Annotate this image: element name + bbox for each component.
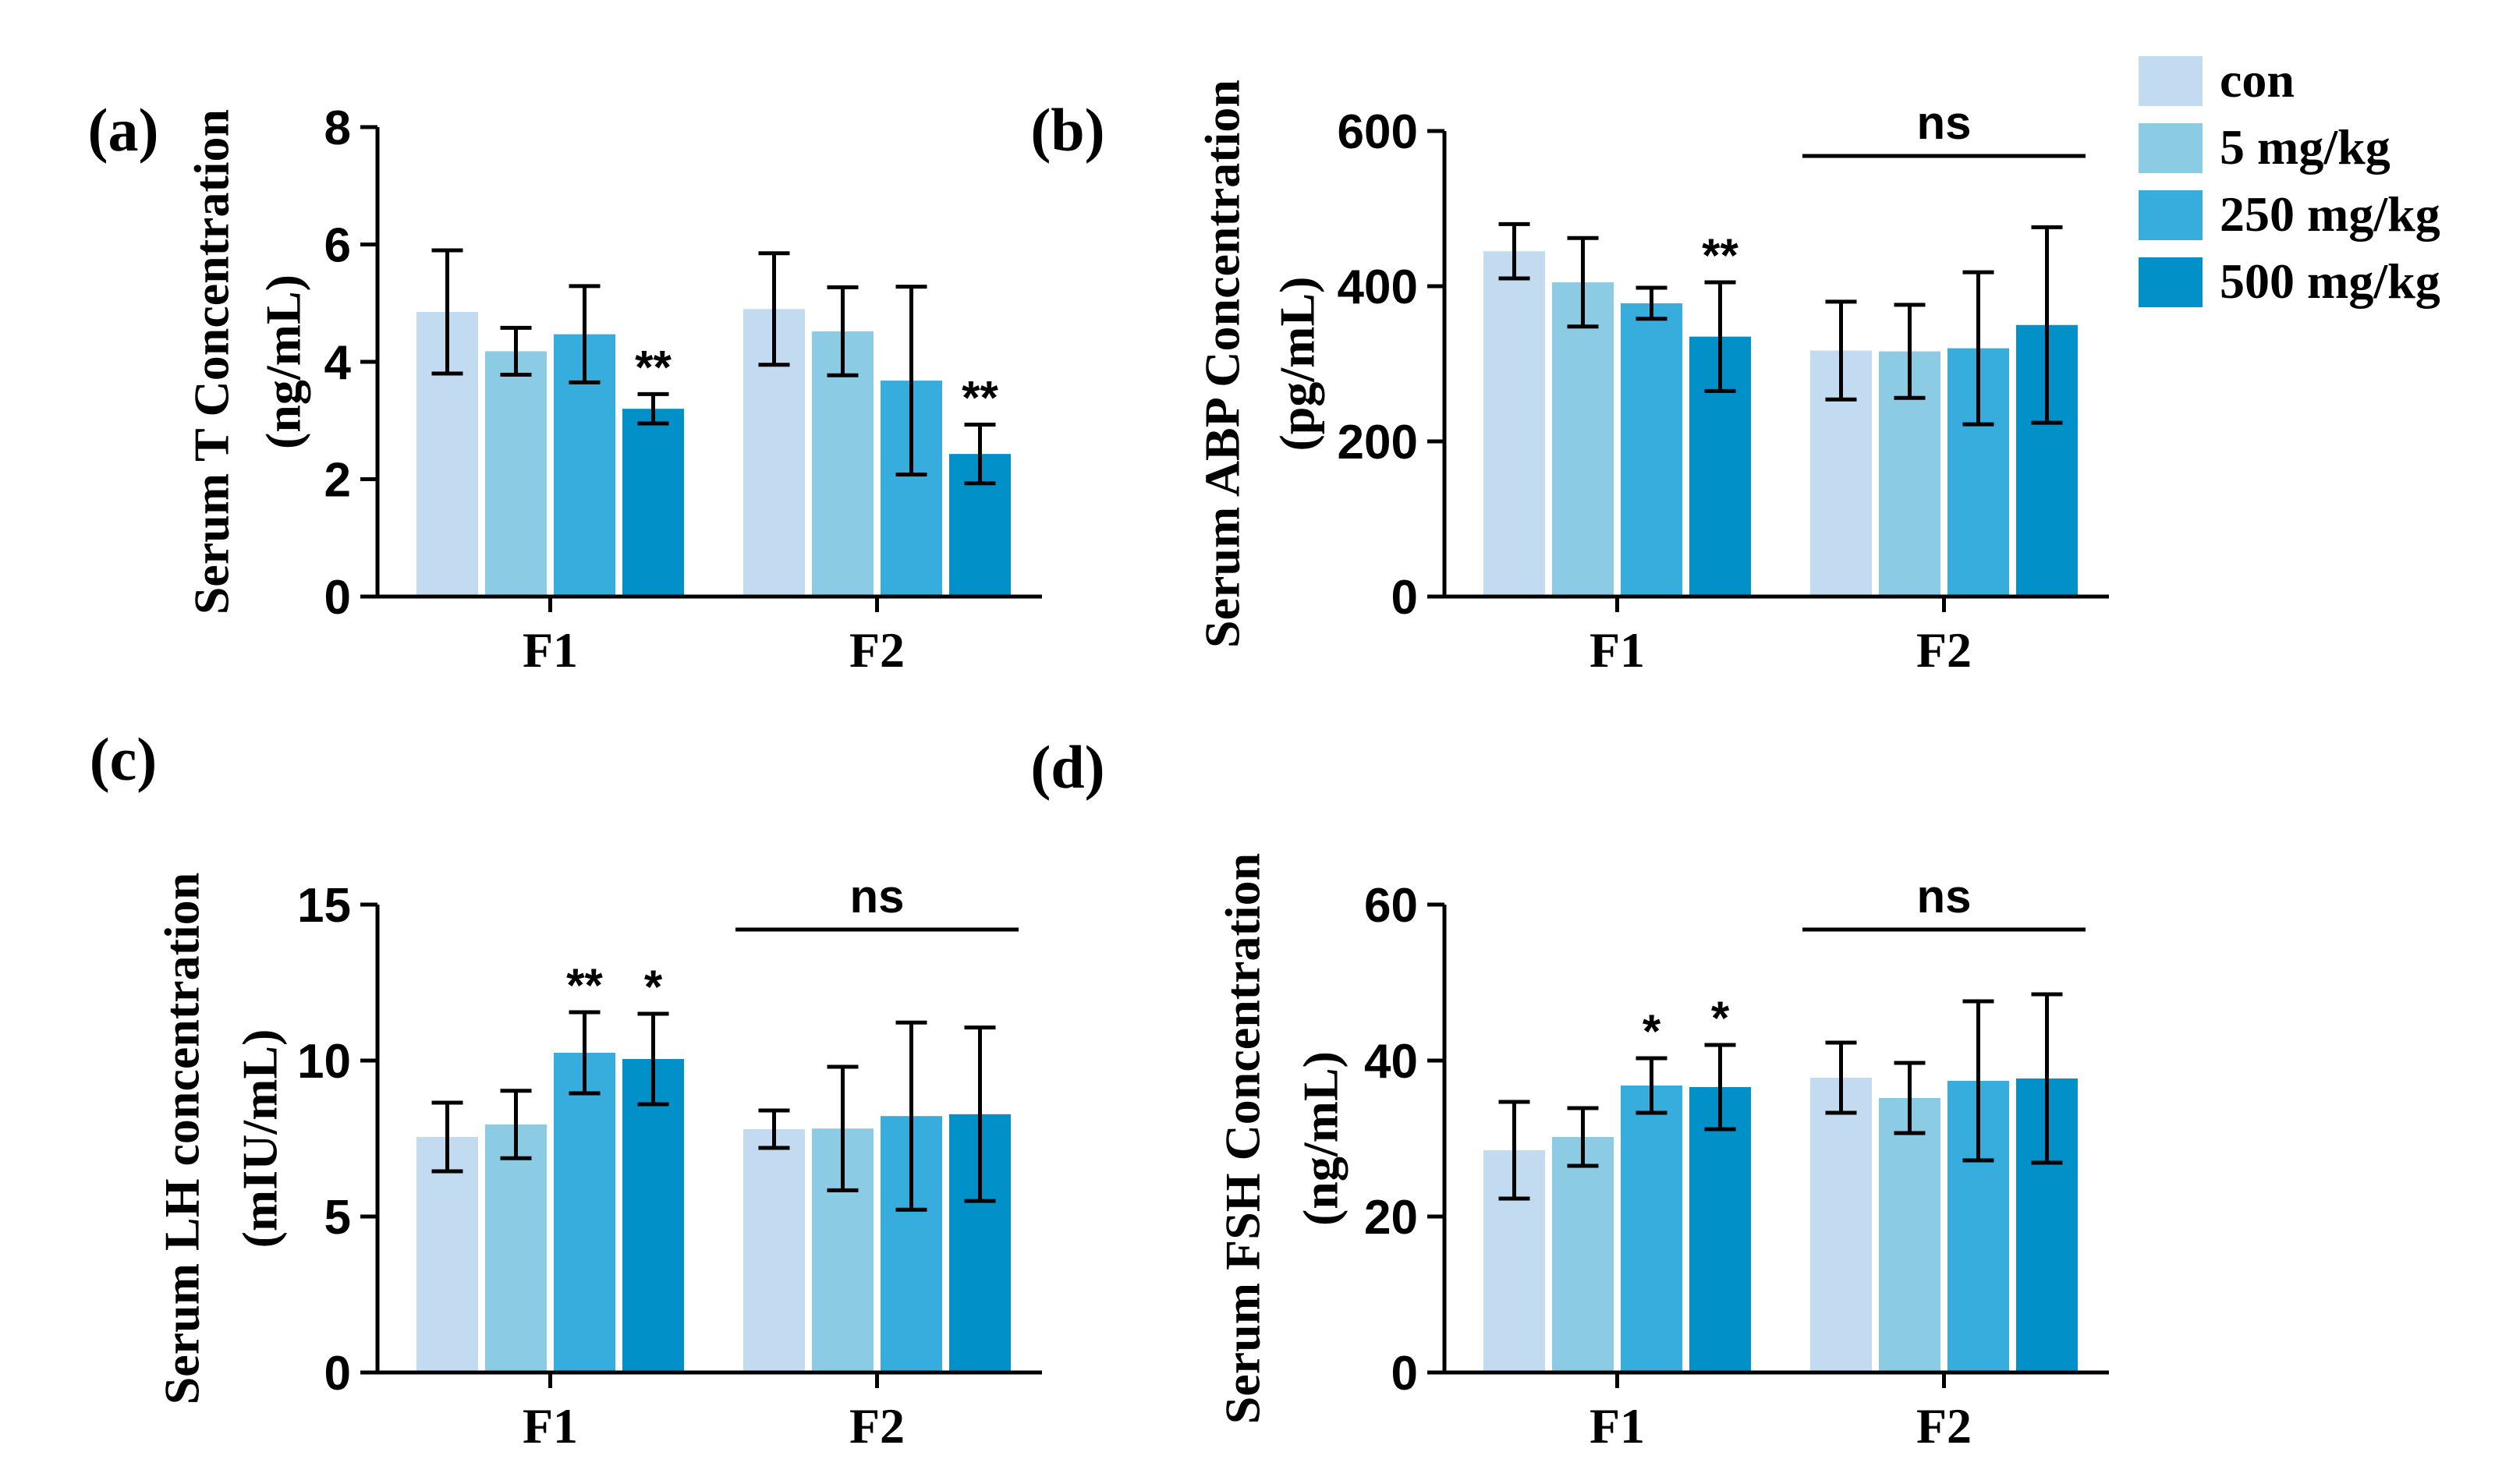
bar: [1483, 251, 1545, 597]
bar: [416, 1137, 478, 1372]
y-axis-unit-label: (pg/mL): [1270, 277, 1325, 452]
panel-label: (d): [1030, 733, 1104, 801]
y-axis-unit-label: (ng/mL): [256, 274, 311, 449]
bar: [485, 351, 547, 597]
ns-label: ns: [1916, 870, 1971, 923]
significance-mark: *: [644, 961, 663, 1013]
y-tick-label: 0: [1391, 571, 1418, 625]
panel-label: (b): [1030, 96, 1104, 164]
bar: [1621, 303, 1682, 597]
chart-panel-1: (a) Serum T Concentration (ng/mL) F1 F2 ** ** 0…: [88, 96, 1042, 678]
legend-label: 250 mg/kg: [2220, 186, 2440, 242]
significance-mark: **: [962, 372, 998, 424]
x-tick-label: F2: [1916, 622, 1972, 678]
y-tick-label: 2: [324, 454, 351, 508]
y-tick-label: 0: [1391, 1347, 1418, 1401]
y-tick-label: 0: [324, 571, 351, 625]
x-tick-label: F1: [1589, 1398, 1645, 1454]
y-tick-label: 15: [297, 879, 351, 933]
legend-swatch: [2139, 190, 2203, 240]
y-tick-label: 200: [1338, 416, 1418, 469]
y-tick-label: 600: [1338, 105, 1418, 159]
y-axis-unit-label: (mIU/mL): [232, 1029, 288, 1248]
panel-label: (a): [88, 96, 159, 164]
y-tick-label: 20: [1364, 1191, 1418, 1245]
y-tick-label: 4: [324, 336, 352, 390]
significance-mark: *: [1711, 992, 1730, 1044]
legend-label: 5 mg/kg: [2220, 119, 2390, 175]
y-axis-label: Serum FSH Concentration: [1215, 853, 1271, 1424]
legend-label: con: [2220, 52, 2295, 108]
y-tick-label: 10: [297, 1035, 351, 1089]
x-tick-label: F2: [1916, 1398, 1972, 1454]
y-tick-label: 6: [324, 219, 351, 273]
legend-swatch: [2139, 56, 2203, 106]
significance-mark: **: [635, 341, 672, 393]
bar: [1552, 282, 1614, 597]
x-tick-label: F2: [849, 622, 905, 678]
bar: [1552, 1137, 1614, 1372]
legend-swatch: [2139, 257, 2203, 307]
bar: [622, 1059, 684, 1372]
y-tick-label: 0: [324, 1347, 351, 1401]
y-tick-label: 40: [1364, 1035, 1418, 1089]
ns-label: ns: [849, 870, 904, 923]
y-axis-label: Serum LH concentration: [154, 873, 210, 1405]
legend: con 5 mg/kg 250 mg/kg 500 mg/kg: [2139, 52, 2440, 309]
x-tick-label: F2: [849, 1398, 905, 1454]
significance-mark: *: [1643, 1005, 1661, 1057]
y-tick-label: 8: [324, 101, 351, 155]
x-tick-label: F1: [1589, 622, 1645, 678]
y-tick-label: 5: [324, 1191, 351, 1245]
x-tick-label: F1: [523, 1398, 578, 1454]
bar: [1810, 1078, 1872, 1372]
chart-panels: (a) Serum T Concentration (ng/mL)F1 F2****0…: [88, 80, 2109, 1454]
bar: [554, 1053, 615, 1372]
chart-panel-2: (b) Serum ABP Concentration (pg/mL) F1 F2 ** n…: [1030, 80, 2109, 678]
y-axis-label: Serum ABP Concentration: [1195, 80, 1250, 648]
legend-label: 500 mg/kg: [2220, 253, 2440, 309]
y-axis-label: Serum T Concentration: [184, 109, 239, 614]
y-axis-unit-label: (ng/mL): [1293, 1051, 1349, 1226]
ns-label: ns: [1916, 97, 1971, 149]
chart-panel-4: (d) Serum FSH Concentration (ng/mL) F1 F2 * * n…: [1030, 733, 2109, 1454]
significance-mark: **: [566, 959, 603, 1011]
y-tick-label: 60: [1364, 879, 1418, 933]
bar: [485, 1125, 547, 1372]
y-tick-label: 400: [1338, 260, 1418, 314]
bar: [743, 1129, 805, 1372]
bar: [1879, 1098, 1940, 1372]
legend-swatch: [2139, 123, 2203, 173]
significance-mark: **: [1702, 229, 1738, 282]
bar: [1689, 1087, 1751, 1372]
chart-panel-3: (c)Serum LH concentration (mIU/mL)F1 F2** *…: [90, 725, 1042, 1454]
bar: [1621, 1086, 1682, 1372]
panel-label: (c): [90, 725, 158, 793]
bar: [622, 409, 684, 597]
x-tick-label: F1: [523, 622, 578, 678]
